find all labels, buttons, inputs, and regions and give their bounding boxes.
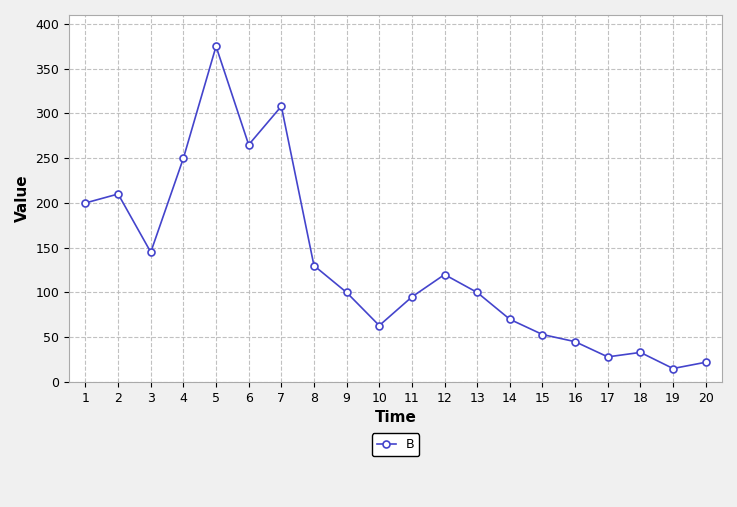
- Legend: B: B: [372, 433, 419, 456]
- X-axis label: Time: Time: [374, 410, 416, 425]
- Y-axis label: Value: Value: [15, 174, 30, 222]
